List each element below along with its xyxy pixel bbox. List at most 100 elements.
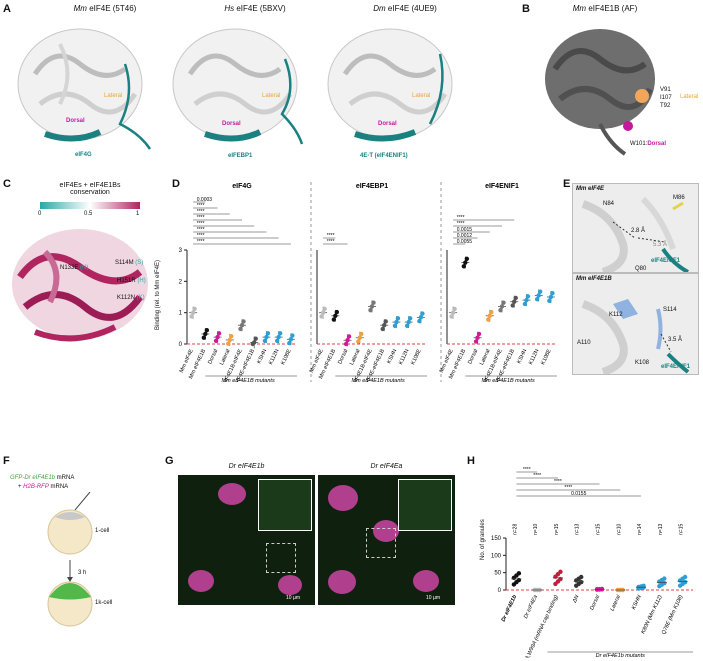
p-value: 0.0003 [197,197,213,203]
nucleus [413,570,439,592]
p-value: 0.0155 [571,491,587,497]
data-point [215,334,220,340]
data-point [476,331,482,337]
data-point [190,310,196,315]
x-tick-label: Lateral [219,348,232,366]
data-point [516,577,522,583]
y-tick-label: 50 [494,571,501,577]
data-point [192,306,197,312]
x-tick-label: K112N [268,348,280,365]
residue-n84: N84 [603,201,615,207]
p-value: **** [457,215,465,221]
data-point [513,295,518,301]
gfp-construct: GFP-Dr eIF4E1b [10,475,56,481]
code: (H) [137,278,146,284]
time-label: 3 h [78,570,87,576]
panel-g-left-title: Dr eIF4E1b [228,463,265,470]
dorsal-label-3: Dorsal [378,121,397,127]
nucleus [218,483,246,505]
panel-e-top-title: Mm eIF4E [576,186,605,192]
dorsal-label-1: Dorsal [66,118,85,124]
panel-f-embryo-diagram [47,492,93,627]
data-point [498,307,503,313]
panel-d-letter: D [172,178,180,190]
inset-region [266,543,296,573]
n-label: n=15 [596,524,602,535]
data-point [238,326,243,332]
n-label: n=10 [533,524,539,535]
protein: eIF4E (5BXV) [236,4,286,13]
data-point [371,300,376,305]
data-point [516,571,522,576]
data-point [239,323,245,328]
p-value: 0.0015 [457,227,473,233]
dorsal-label: Dorsal [647,141,667,147]
panel-e-bottom-title: Mm eIF4E1B [576,276,612,282]
panel-h-letter: H [467,455,475,467]
residue-k108: K108 [635,360,650,366]
x-tick-label: KSHN [516,348,528,364]
data-point [383,319,388,324]
data-point [420,311,425,316]
panel-e-top-structure [581,196,689,272]
p-value: **** [197,203,205,209]
p-value: **** [197,239,205,245]
distance-1: 3.5 Å [668,337,683,343]
dorsal-residue: W101: [630,141,648,147]
x-tick-label: KSHN [386,348,398,364]
y-tick-label: 3 [179,248,183,254]
colorbar-tick-1: 1 [136,211,140,217]
chart-title: eIF4ENIF1 [485,183,519,190]
x-tick-label: Lateral [349,348,362,366]
data-point [346,334,352,339]
protein: eIF4E1B (AF) [588,4,638,13]
data-point [274,338,280,344]
data-point [290,333,295,338]
x-tick-label: KSHN [256,348,268,364]
conservation-colorbar [40,202,140,209]
group-label: Mm eIF4E1B mutants [222,378,275,382]
data-point [287,340,292,346]
n-label: n=14 [637,524,643,535]
panel-h-chart: 0 50 100 150 n=28 Dr eIF4E1b n=10 Dr eIF4Ea n=15… [491,467,693,658]
data-point [534,296,540,302]
y-tick-label: 2 [179,279,183,285]
mutation: S114M [115,260,134,266]
x-tick-label: Dorsal [467,348,479,365]
data-point [404,323,410,329]
data-point [368,307,373,313]
p-value: **** [554,479,562,485]
title-line-2: conservation [70,189,110,196]
x-tick-label: K112N [528,348,540,365]
p-value: **** [564,485,572,491]
x-tick-label: K108E [410,348,423,366]
p-value: **** [197,233,205,239]
structure-2-image [172,28,304,145]
x-tick-label: W63A,W99A (mRNA cap binding) [520,594,560,658]
data-point [382,323,387,328]
data-point [522,301,528,307]
distance-1: 2.8 Å [631,228,646,234]
p-value: **** [197,221,205,227]
data-point [265,331,271,336]
chart-title: eIF4EBP1 [356,183,388,190]
data-point [464,256,470,261]
data-point [550,291,555,296]
scale-bar-label: 10 µm [426,595,440,601]
data-point [189,314,194,319]
data-point [536,293,541,298]
data-point [537,289,543,294]
data-point [473,339,479,344]
structure-2-title: Hs eIF4E (5BXV) [195,4,315,13]
data-point [525,294,531,299]
data-point [252,340,257,345]
partner-label-2: eIFEBP1 [228,153,253,159]
panel-b-title: Mm eIF4E1B (AF) [545,4,665,13]
data-point [359,331,364,337]
inset [258,479,312,531]
y-tick-label: 0 [498,588,502,594]
data-point [394,319,399,325]
data-point [548,294,554,300]
data-point [486,317,491,322]
x-tick-label: Dorsal [207,348,219,365]
